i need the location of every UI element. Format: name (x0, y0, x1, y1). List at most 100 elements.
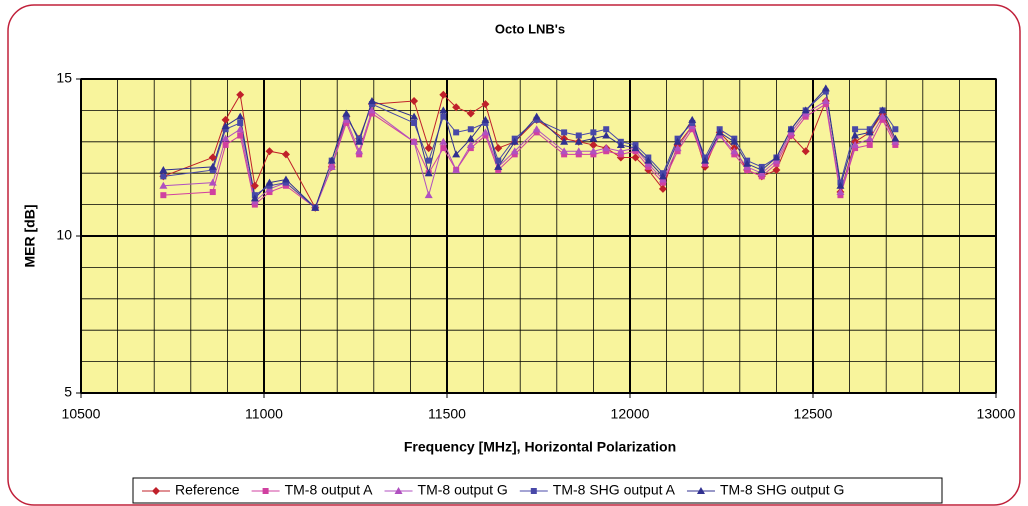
data-point (510, 137, 519, 145)
data-point (801, 106, 810, 114)
data-point (281, 150, 290, 159)
data-point (452, 166, 461, 174)
data-point (266, 182, 273, 189)
data-point (701, 156, 710, 164)
data-point (160, 173, 167, 180)
x-tick-label: 10500 (62, 406, 101, 422)
data-point (222, 126, 229, 133)
data-point (367, 106, 376, 114)
legend-marker (262, 488, 269, 494)
data-point (440, 113, 447, 120)
data-point (467, 126, 474, 133)
data-point (730, 147, 739, 155)
data-point (452, 150, 461, 158)
x-tick-label: 11000 (245, 406, 283, 422)
data-point (356, 151, 363, 158)
data-point (266, 189, 273, 196)
data-point (836, 181, 845, 189)
x-axis-label: Frequency [MHz], Horizontal Polarization (404, 439, 676, 455)
data-point (237, 132, 244, 139)
x-tick-label: 13000 (977, 406, 1016, 422)
data-point (282, 182, 289, 189)
data-point (878, 112, 887, 120)
data-point (410, 137, 419, 145)
data-point (645, 163, 652, 170)
data-point (787, 125, 796, 133)
data-point (658, 184, 667, 193)
data-point (878, 106, 887, 114)
data-point (715, 128, 724, 136)
data-point (602, 144, 611, 152)
data-point (222, 141, 229, 148)
data-point (589, 134, 598, 142)
data-point (561, 129, 568, 136)
data-point (822, 88, 829, 95)
data-point (453, 129, 460, 136)
data-point (821, 96, 830, 104)
data-point (367, 96, 376, 104)
data-point (159, 181, 168, 189)
data-point (802, 113, 809, 120)
data-point (250, 181, 259, 190)
legend-label: TM-8 output A (285, 482, 374, 498)
data-point (757, 166, 766, 174)
data-point (208, 162, 217, 170)
data-point (603, 148, 610, 155)
data-point (821, 84, 830, 92)
data-point (481, 128, 490, 136)
data-point (632, 148, 639, 155)
data-point (865, 128, 874, 136)
data-point (851, 140, 860, 148)
x-tick-label: 12000 (611, 406, 650, 422)
plot-border (80, 78, 997, 394)
data-point (801, 147, 810, 156)
data-point (439, 90, 448, 99)
data-point (788, 132, 795, 139)
data-point (311, 203, 320, 211)
data-point (533, 116, 540, 123)
data-point (772, 153, 781, 161)
data-point (466, 134, 475, 142)
data-point (743, 159, 752, 167)
data-point (482, 132, 489, 139)
y-tick-label: 5 (64, 384, 72, 400)
data-point (574, 137, 583, 145)
x-tick-label: 11500 (428, 406, 466, 422)
data-point (758, 173, 765, 180)
data-point (208, 153, 217, 162)
data-point (282, 179, 289, 186)
y-tick-label: 10 (56, 227, 72, 243)
data-point (237, 119, 244, 126)
data-point (209, 167, 216, 174)
data-point (575, 132, 582, 139)
chart-title: Octo LNB's (495, 21, 565, 36)
data-point (452, 103, 461, 112)
data-point (702, 160, 709, 167)
data-point (495, 157, 502, 164)
data-point (852, 126, 859, 133)
legend-label: Reference (175, 482, 240, 498)
data-point (327, 162, 336, 170)
data-point (589, 140, 598, 149)
data-point (866, 141, 873, 148)
data-point (616, 147, 625, 155)
data-point (590, 129, 597, 136)
data-point (208, 178, 217, 186)
data-point (603, 126, 610, 133)
data-point (439, 106, 448, 114)
legend-label: TM-8 output G (418, 482, 508, 498)
data-point (221, 134, 230, 142)
data-point (837, 192, 844, 199)
data-point (532, 125, 541, 133)
data-point (602, 131, 611, 139)
data-point (343, 113, 350, 120)
legend-marker (152, 487, 160, 495)
data-point (281, 175, 290, 183)
data-point (658, 172, 667, 180)
data-point (731, 151, 738, 158)
data-point (439, 137, 448, 145)
data-point (574, 147, 583, 155)
data-point (560, 147, 569, 155)
